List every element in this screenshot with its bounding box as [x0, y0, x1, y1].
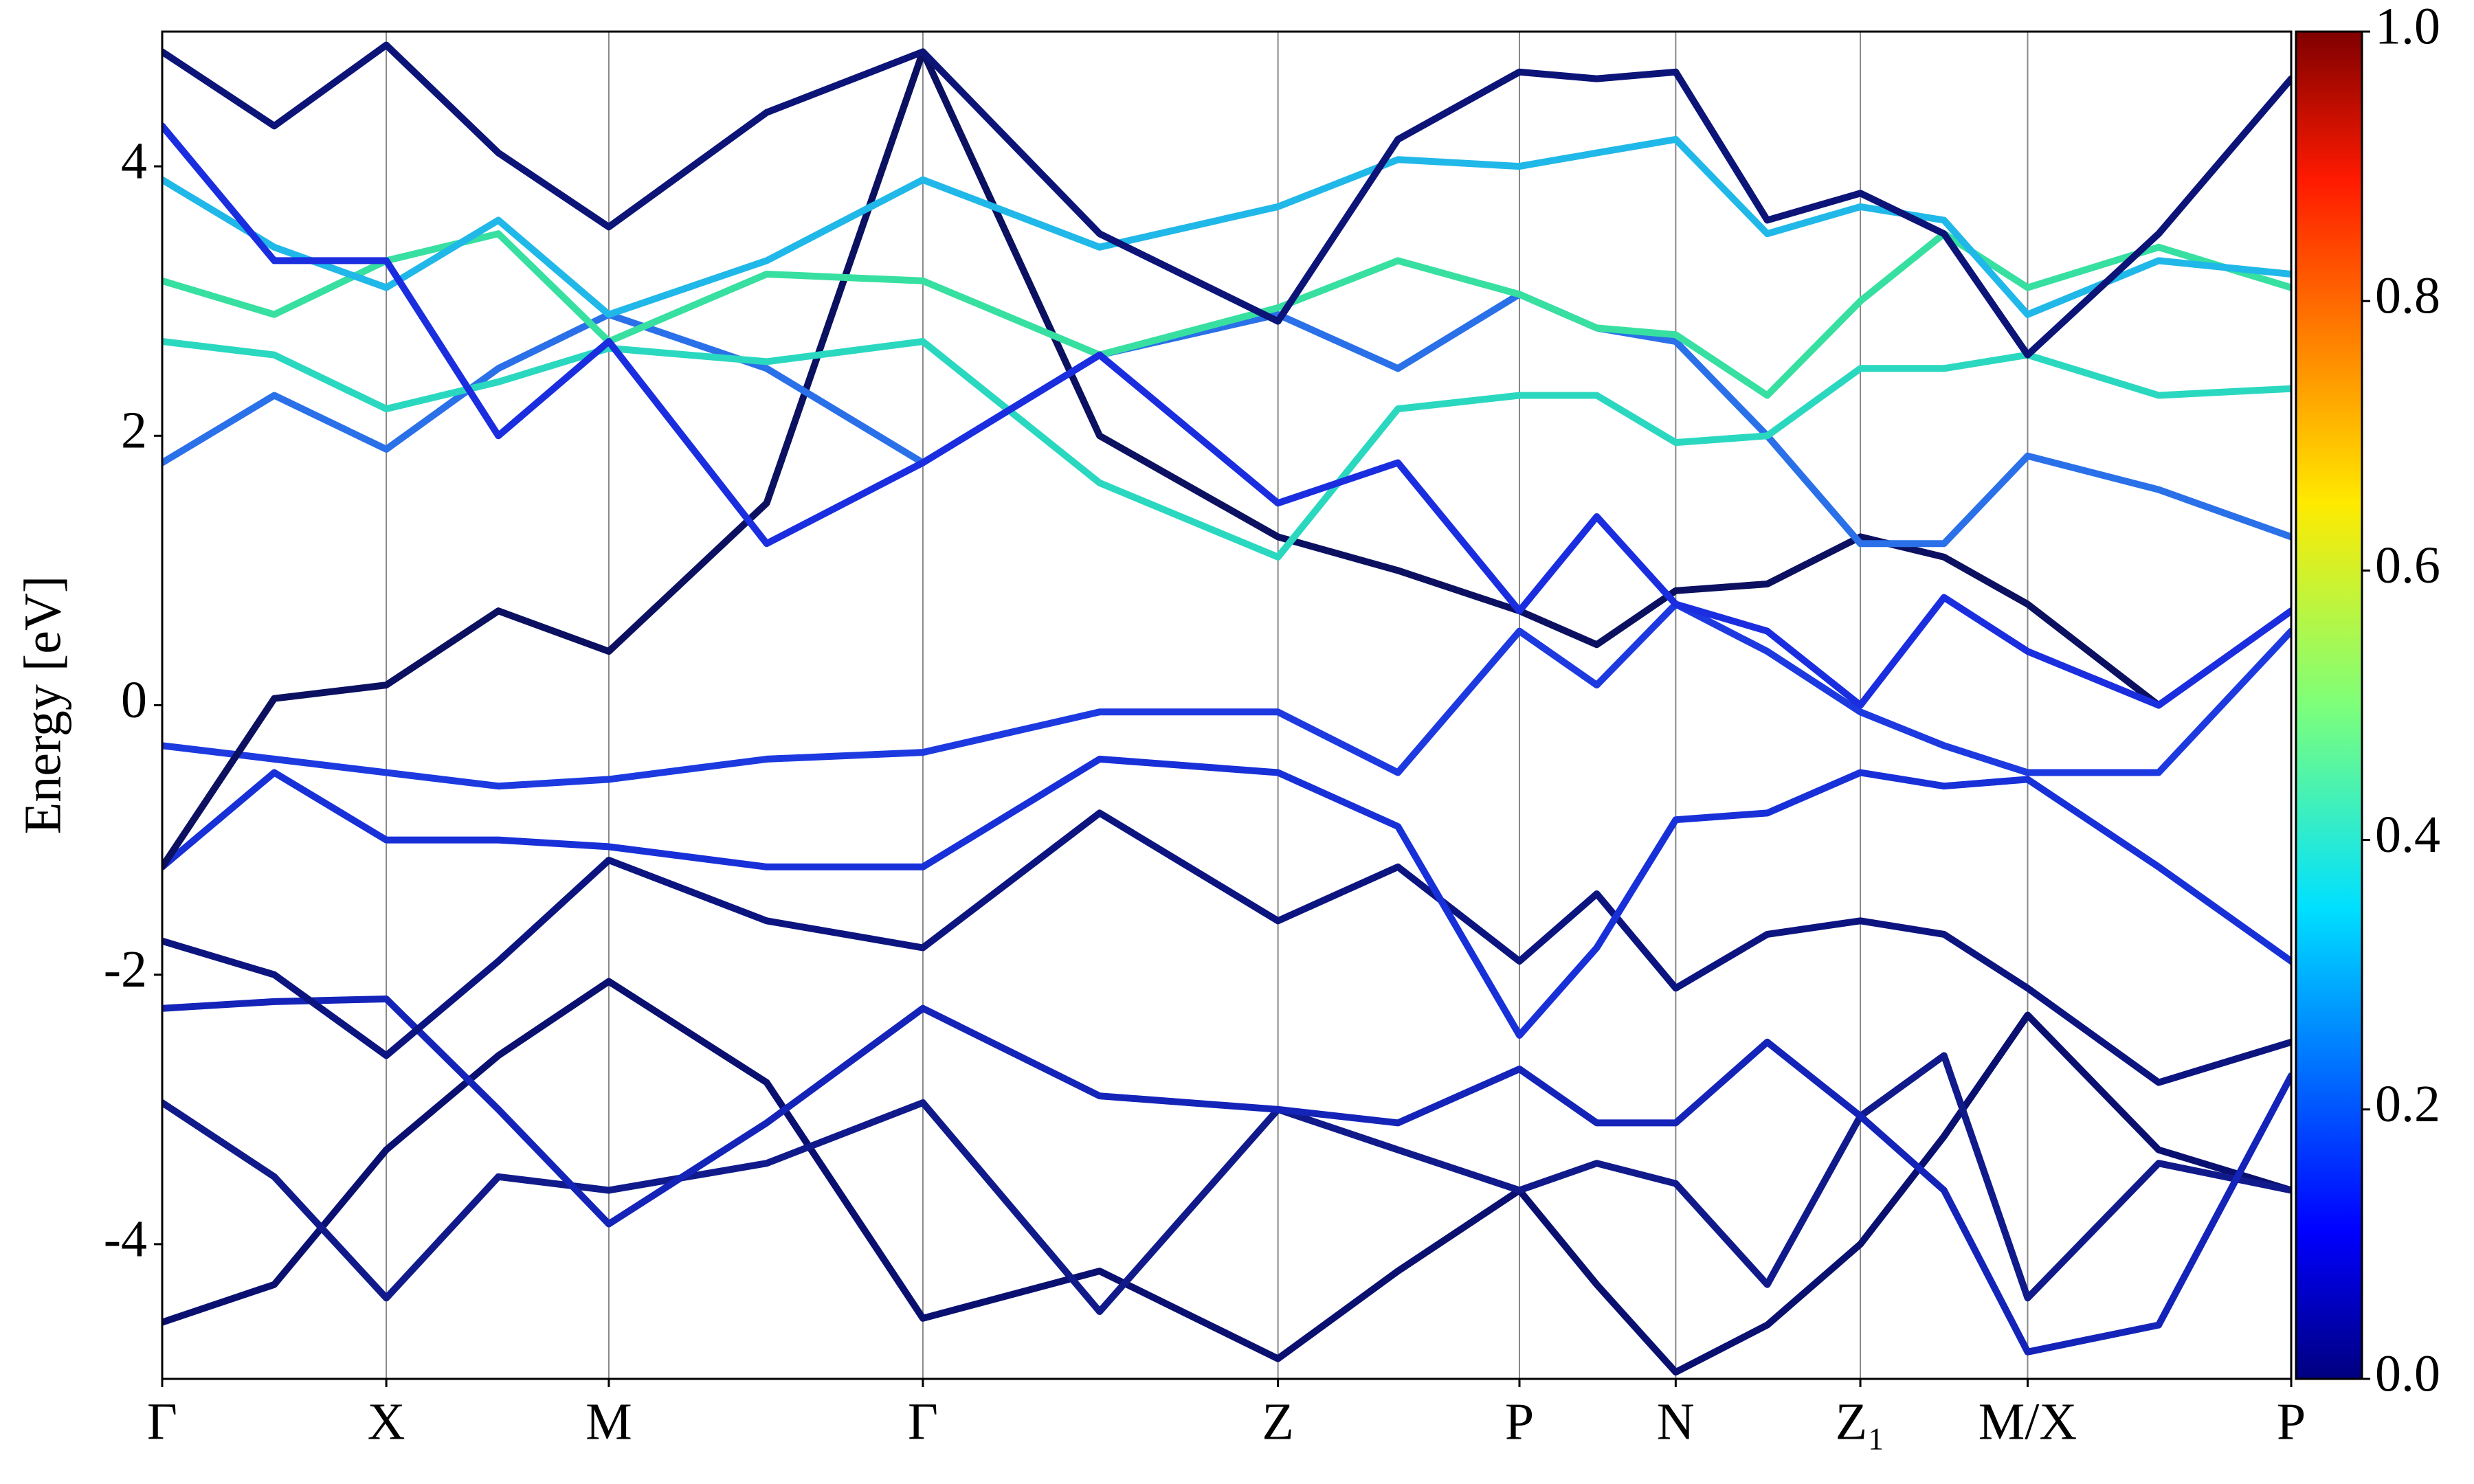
- y-axis-label: Energy [eV]: [14, 576, 71, 834]
- colorbar-tick-label: 0.2: [2375, 1075, 2440, 1133]
- x-tick-label: P: [2277, 1393, 2306, 1450]
- colorbar-tick-label: 0.8: [2375, 267, 2440, 325]
- band-line: [162, 291, 2291, 548]
- x-tick-label: M/X: [1979, 1393, 2077, 1450]
- y-tick-label: -2: [104, 941, 147, 998]
- band-line: [162, 230, 2291, 399]
- band-line: [162, 978, 2291, 1376]
- band-line: [162, 135, 2291, 318]
- x-tick-label: Z: [1262, 1393, 1293, 1450]
- colorbar-tick-label: 1.0: [2375, 0, 2440, 55]
- band-line: [162, 996, 2291, 1356]
- x-tick-label: Γ: [147, 1393, 177, 1450]
- x-tick-label: Γ: [908, 1393, 938, 1450]
- y-tick-label: 0: [121, 671, 147, 729]
- band-line: [162, 48, 2291, 870]
- x-tick-label: M: [586, 1393, 632, 1450]
- colorbar-tick-label: 0.4: [2375, 806, 2440, 864]
- bands: [162, 41, 2291, 1376]
- band-line: [162, 338, 2291, 561]
- colorbar-tick-label: 0.6: [2375, 537, 2440, 594]
- colorbar-tick-label: 0.0: [2375, 1345, 2440, 1402]
- band-line: [162, 122, 2291, 709]
- band-line: [162, 1052, 2291, 1315]
- band-line: [162, 809, 2291, 1086]
- band-line: [162, 755, 2291, 1039]
- y-tick-label: -4: [104, 1210, 147, 1268]
- x-tick-label: Z₁: [1836, 1393, 1886, 1450]
- x-tick-label: P: [1505, 1393, 1534, 1450]
- band-line: [162, 41, 2291, 359]
- y-tick-label: 4: [121, 133, 147, 190]
- x-tick-label: N: [1657, 1393, 1695, 1450]
- x-tick-label: X: [368, 1393, 405, 1450]
- y-tick-label: 2: [121, 402, 147, 460]
- colorbar: [2295, 30, 2363, 1380]
- band-line: [162, 600, 2291, 790]
